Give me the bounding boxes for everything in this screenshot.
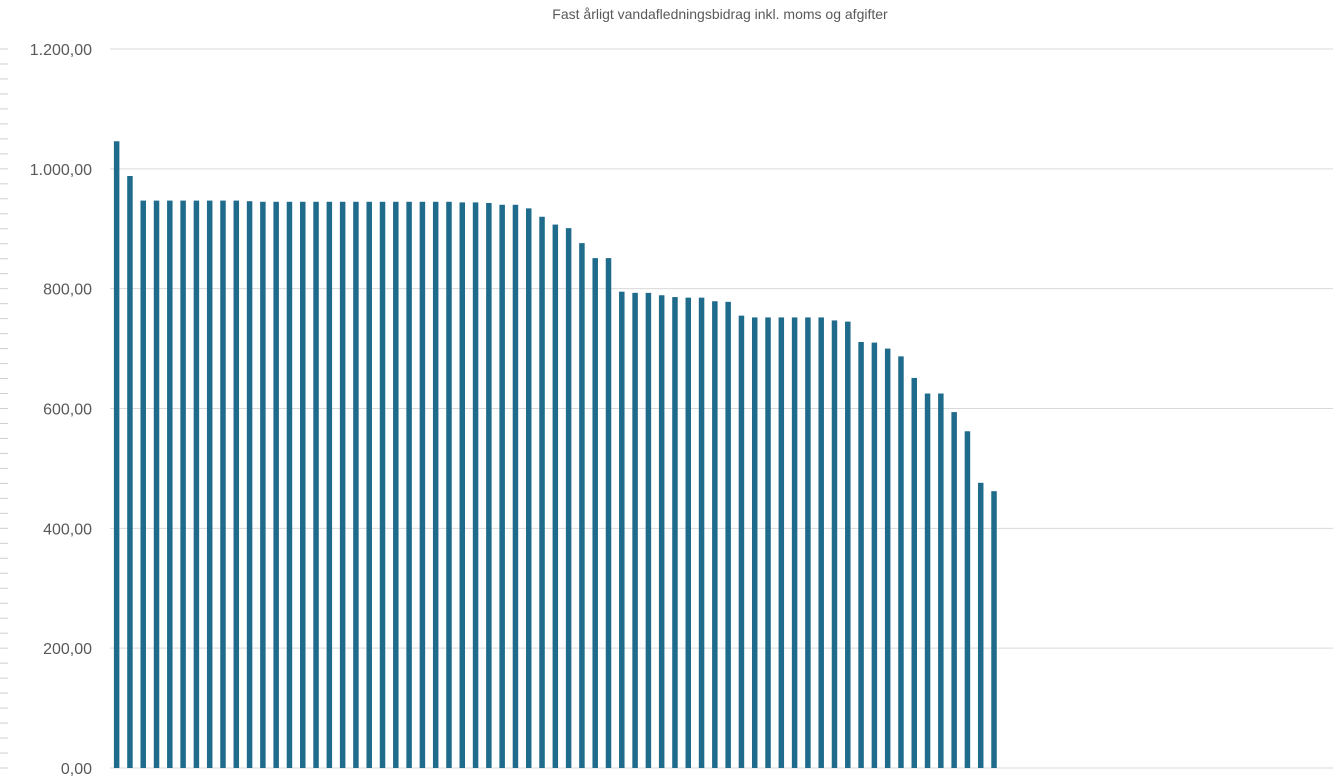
y-tick-label: 800,00 — [43, 282, 92, 299]
bar — [791, 317, 798, 768]
bar — [951, 412, 957, 768]
bar — [831, 320, 838, 768]
bar — [459, 202, 466, 768]
y-tick-label: 600,00 — [43, 402, 92, 419]
bar — [353, 201, 359, 769]
bar — [167, 200, 173, 769]
bar — [486, 202, 492, 769]
bar — [991, 491, 997, 768]
bar — [632, 292, 638, 768]
bar — [300, 201, 306, 769]
bar — [765, 317, 771, 768]
bar — [539, 216, 545, 768]
bar — [712, 301, 718, 768]
bar — [884, 348, 891, 768]
gridlines — [110, 48, 1333, 769]
bar — [206, 200, 213, 769]
bar — [698, 297, 705, 768]
bar — [512, 204, 519, 768]
bar — [339, 201, 346, 769]
bar — [153, 200, 160, 769]
bar — [127, 176, 133, 768]
bar — [260, 201, 266, 769]
bar — [778, 317, 785, 768]
bar — [499, 204, 505, 768]
y-tick-label: 400,00 — [43, 521, 92, 538]
bar — [911, 377, 918, 768]
bar — [406, 201, 412, 769]
bars — [113, 141, 997, 769]
bar — [645, 292, 652, 768]
bar — [898, 356, 904, 768]
bar — [751, 317, 758, 768]
bar — [273, 201, 279, 769]
y-axis-tick-labels: 0,00 200,00 400,00 600,00 800,00 1.000,00 1.20… — [30, 42, 92, 776]
bar — [871, 342, 878, 768]
bar — [233, 200, 240, 769]
bar — [845, 321, 851, 768]
bar — [366, 201, 372, 769]
bar — [619, 291, 625, 768]
bar — [805, 317, 811, 768]
chart-title: Fast årligt vandafledningsbidrag inkl. m… — [552, 6, 888, 22]
bar — [472, 202, 479, 768]
bar — [938, 393, 944, 768]
bar — [193, 200, 200, 769]
bar — [140, 200, 146, 769]
bar — [672, 297, 678, 768]
bar — [446, 201, 452, 769]
bar — [180, 200, 186, 769]
y-tick-label: 200,00 — [43, 641, 92, 658]
bar — [858, 341, 864, 768]
bar — [738, 315, 745, 768]
bar — [525, 208, 532, 768]
bar — [565, 228, 572, 768]
bar — [579, 243, 585, 768]
bar — [818, 317, 824, 768]
bar — [419, 201, 426, 769]
bar — [605, 258, 612, 768]
y-tick-label: 0,00 — [61, 761, 92, 776]
bar — [379, 201, 386, 769]
bar — [685, 297, 692, 768]
bar — [393, 201, 399, 769]
bar — [658, 295, 665, 768]
bar — [313, 201, 319, 769]
bar — [977, 482, 984, 768]
y-tick-label: 1.200,00 — [30, 42, 92, 59]
bar — [286, 201, 293, 769]
bar — [113, 141, 120, 768]
bar — [964, 431, 971, 768]
bar — [432, 201, 439, 769]
bar — [592, 258, 598, 768]
bar — [326, 201, 333, 769]
y-tick-label: 1.000,00 — [30, 162, 92, 179]
y-axis-minor-ticks — [0, 48, 8, 769]
bar — [246, 201, 253, 768]
bar — [725, 301, 731, 768]
bar — [220, 200, 226, 769]
bar — [552, 224, 559, 768]
bar — [924, 393, 931, 768]
